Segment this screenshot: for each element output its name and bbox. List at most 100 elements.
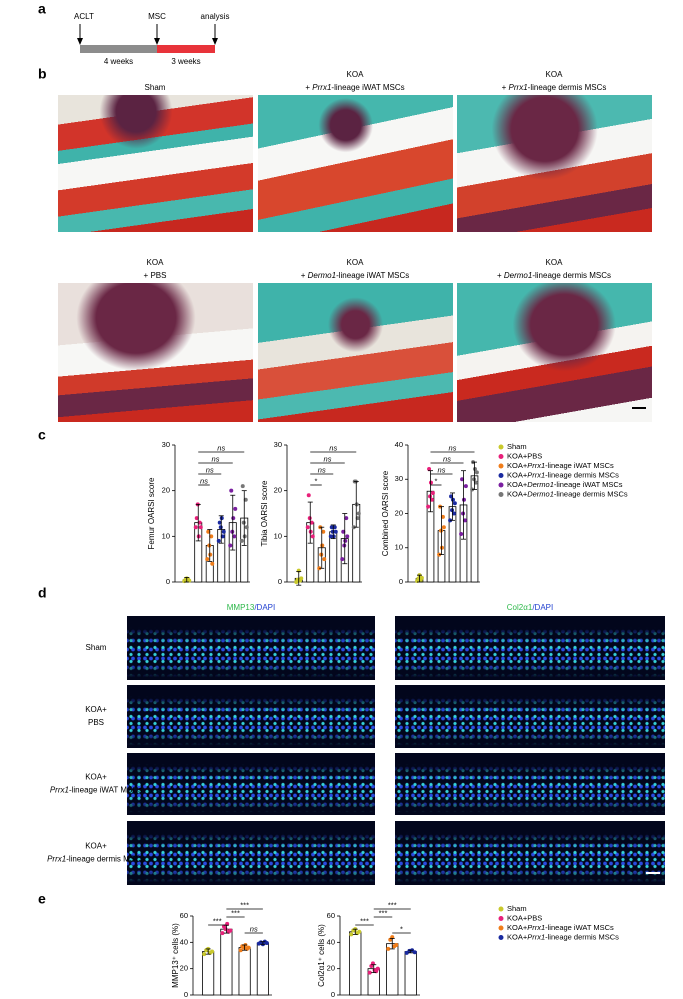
data-point [450,508,455,513]
row-label: KOA+ [85,842,107,851]
y-axis-label: Col2α1⁺ cells (%) [317,924,326,987]
data-point [344,516,349,521]
legend-label: Sham [507,442,527,451]
text-segment: KOA+ [85,705,107,714]
legend-label: KOA+Dermo1-lineage dermis MSCs [507,489,628,498]
arrow-head [77,38,83,45]
italic-segment: Prrx1 [527,461,545,470]
legend-marker [498,906,504,912]
data-point [305,525,310,530]
text-segment: KOA+ [507,932,528,941]
row-label: Prrx1-lineage iWAT MSCs [50,786,142,795]
data-point [197,520,202,525]
panel-label: b [38,66,47,82]
y-tick-label: 40 [395,440,403,449]
data-point [210,949,215,954]
significance-label: * [315,476,318,485]
data-point [319,552,324,557]
fluorescence-image [127,753,375,815]
legend-label: KOA+Prrx1-lineage iWAT MSCs [507,923,614,932]
data-point [229,488,234,493]
bar [238,947,251,996]
fluorescence-image [127,685,375,748]
row-label: PBS [88,718,104,727]
text-segment: KOA+ [507,923,528,932]
italic-segment: Prrx1 [509,83,528,92]
fluorescence-image [395,685,665,748]
fluorescence-image [127,616,375,680]
significance-label: *** [360,916,369,925]
panel-caption: + Prrx1-lineage dermis MSCs [502,83,607,92]
data-point [451,511,456,516]
histology-image [258,95,453,232]
data-point [220,931,225,936]
data-point [461,497,466,502]
italic-segment: Prrx1 [312,83,331,92]
panel-label: c [38,427,46,443]
data-point [439,545,444,550]
significance-label: ns [250,924,258,933]
text-segment: KOA+ [507,480,528,489]
data-point [345,534,350,539]
text-segment: -lineage iWAT MSCs [545,923,614,932]
data-point [198,525,203,530]
y-axis-label: MMP13⁺ cells (%) [171,923,180,988]
row-label: Sham [86,643,107,652]
significance-label: *** [379,908,388,917]
data-point [340,557,345,562]
y-tick-label: 0 [399,577,403,586]
panel-label: d [38,585,47,601]
panel-label: e [38,891,46,907]
data-point [216,538,221,543]
y-axis-label: Tibia OARSI score [260,480,269,546]
data-point [241,520,246,525]
panel-caption: KOA [546,70,564,79]
data-point [219,516,224,521]
panel-caption: KOA [546,258,564,267]
period-bar [157,45,215,53]
data-point [233,506,238,511]
text-segment: KOA [147,258,165,267]
legend-marker [498,454,504,459]
y-tick-label: 0 [184,990,188,999]
y-tick-label: 10 [274,531,282,540]
histology-image [58,95,253,232]
data-point [474,470,479,475]
data-point [355,516,360,521]
data-point [428,480,433,485]
y-tick-label: 0 [166,577,170,586]
data-point [207,543,212,548]
event-label: MSC [148,12,166,21]
data-point [243,497,248,502]
column-header: MMP13/DAPI [227,603,275,612]
data-point [321,529,326,534]
legend-label: KOA+PBS [507,913,542,922]
column-header: Col2α1/DAPI [507,603,553,612]
y-axis-label: Combined OARSI score [381,470,390,556]
data-point [309,520,314,525]
y-tick-label: 20 [395,508,403,517]
legend-marker [498,473,504,478]
data-point [429,497,434,502]
bar [202,951,215,996]
panel-caption: KOA [347,258,365,267]
data-point [343,538,348,543]
text-segment: KOA+ [85,773,107,782]
data-point [332,525,337,530]
data-point [349,932,354,937]
histology-image [457,95,652,232]
y-tick-label: 60 [180,911,188,920]
legend-label: KOA+Dermo1-lineage iWAT MSCs [507,480,623,489]
colored-segment: MMP13 [227,603,255,612]
data-point [330,529,335,534]
text-segment: KOA [347,258,365,267]
panel-caption: Sham [145,83,166,92]
y-tick-label: 40 [327,937,335,946]
data-point [196,534,201,539]
data-point [450,497,455,502]
text-segment: -lineage dermis MSCs [532,271,611,280]
legend-marker [498,463,504,469]
legend-marker [498,916,504,921]
colored-segment: Col2α1 [507,603,533,612]
